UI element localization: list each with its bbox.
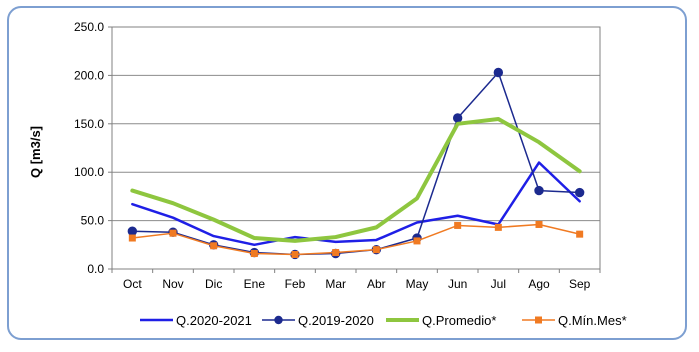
y-axis-label: Q [m3/s]: [28, 126, 43, 178]
data-point: [372, 246, 380, 254]
x-tick-label: Oct: [123, 277, 142, 291]
y-tick-label: 150.0: [74, 117, 104, 131]
data-point: [291, 250, 299, 258]
data-point: [493, 67, 504, 78]
series-line: [130, 116, 582, 243]
y-tick-label: 200.0: [74, 68, 104, 82]
data-point: [574, 187, 585, 198]
y-tick-label: 0.0: [87, 262, 104, 276]
data-point: [127, 226, 138, 236]
legend: Q.2020-2021 Q.2019-2020 Q.Promedio* Q.Mín.M…: [140, 313, 627, 328]
x-tick-label: Ene: [244, 277, 266, 291]
legend-marker: [535, 316, 542, 324]
series-line: [131, 71, 581, 256]
legend-label: Q.Promedio*: [422, 313, 496, 328]
x-tick-label: Jun: [448, 277, 467, 291]
series-line: [131, 223, 581, 256]
x-tick-label: Dic: [205, 277, 222, 291]
legend-label: Q.Mín.Mes*: [558, 313, 627, 328]
data-point: [128, 234, 136, 242]
data-point: [169, 229, 177, 237]
data-point: [250, 250, 258, 258]
x-tick-label: Jul: [491, 277, 506, 291]
legend-marker: [274, 315, 283, 325]
chart-frame: [7, 6, 687, 340]
y-tick-label: 100.0: [74, 165, 104, 179]
x-tick-label: Sep: [569, 277, 591, 291]
y-tick-label: 50.0: [81, 214, 105, 228]
data-point: [210, 242, 218, 250]
data-point: [332, 249, 340, 257]
x-tick-label: Mar: [325, 277, 346, 291]
legend-label: Q.2020-2021: [176, 313, 252, 328]
data-point: [576, 230, 584, 238]
data-point: [454, 221, 462, 229]
data-point: [535, 220, 543, 228]
data-point: [534, 185, 544, 196]
series-lines: [127, 67, 585, 260]
y-tick-label: 250.0: [74, 20, 104, 34]
legend-label: Q.2019-2020: [298, 313, 374, 328]
data-point: [494, 223, 502, 231]
data-point: [452, 113, 463, 123]
x-tick-label: Feb: [285, 277, 306, 291]
x-tick-label: Abr: [367, 277, 386, 291]
y-axis-ticks: 0.0 50.0 100.0 150.0 200.0 250.0: [74, 20, 112, 276]
x-tick-label: May: [406, 277, 429, 291]
series-line: [131, 161, 581, 247]
x-tick-label: Nov: [162, 277, 183, 291]
x-axis-ticks: Oct Nov Dic Ene Feb Mar Abr May Jun Jul Ago Sep: [111, 269, 601, 291]
x-tick-label: Ago: [528, 277, 550, 291]
data-point: [413, 237, 421, 245]
